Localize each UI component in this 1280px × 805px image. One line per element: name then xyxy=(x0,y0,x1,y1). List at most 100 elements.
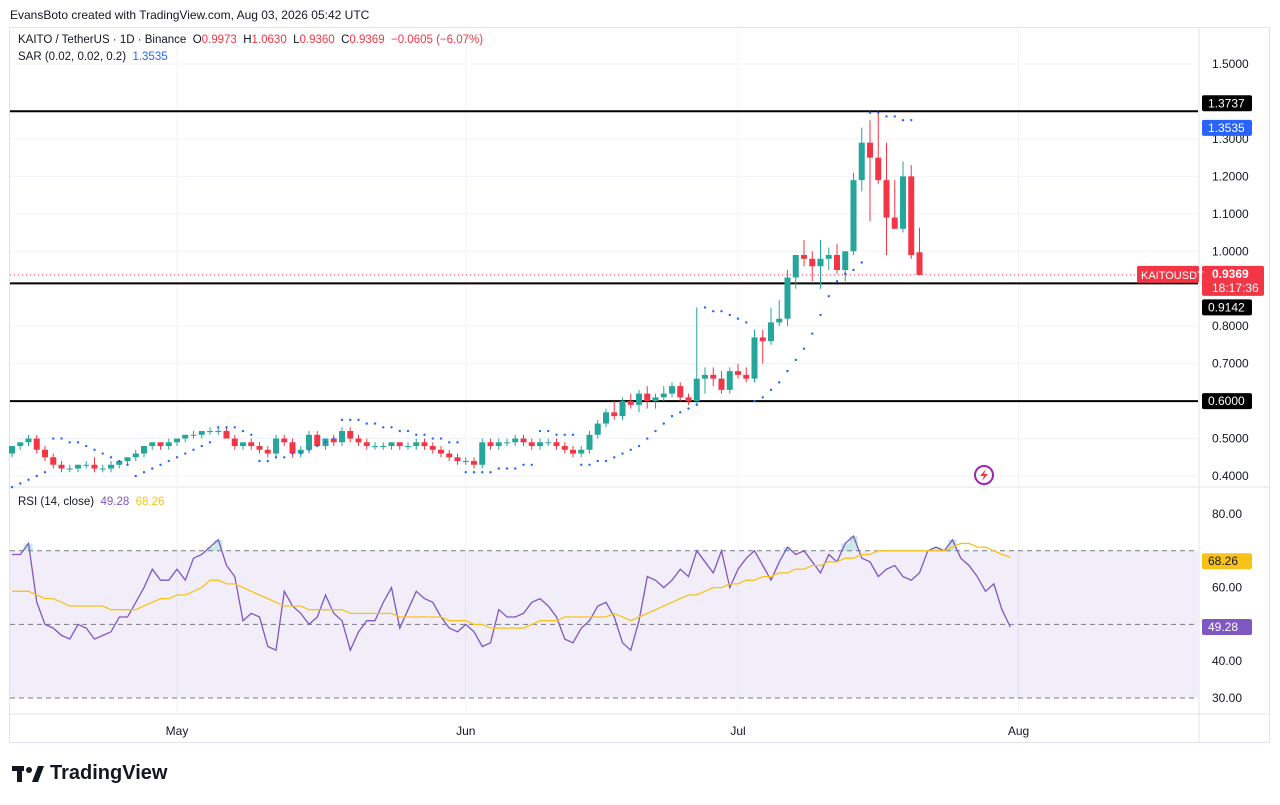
sar-dot xyxy=(85,444,88,448)
sar-dot xyxy=(703,306,707,309)
sar-label: SAR (0.02, 0.02, 0.2) xyxy=(18,51,127,63)
candle-body xyxy=(256,446,263,450)
sar-dot xyxy=(596,459,599,463)
candle-body xyxy=(413,442,420,447)
candle-body xyxy=(58,464,65,469)
rsi-label: RSI (14, close) xyxy=(18,496,95,508)
sar-dot xyxy=(142,471,146,474)
price-tick-label: 1.5000 xyxy=(1212,57,1249,71)
candle-body xyxy=(883,180,890,218)
sar-dot xyxy=(456,441,459,444)
candle-body xyxy=(784,277,791,319)
candle-body xyxy=(33,438,40,450)
candle-body xyxy=(479,442,486,465)
sar-dot xyxy=(497,467,500,470)
candle-body xyxy=(660,393,667,398)
candle-body xyxy=(611,412,618,417)
candle-body xyxy=(306,434,312,450)
legend-high-value: 1.0630 xyxy=(251,34,287,46)
sar-dot xyxy=(250,433,253,436)
sar-dot xyxy=(390,426,393,429)
candle-body xyxy=(759,337,766,342)
sar-dot xyxy=(43,471,47,474)
sar-dot xyxy=(571,433,575,436)
sar-dot xyxy=(233,426,236,429)
chart-frame xyxy=(9,27,1270,743)
sar-dot xyxy=(522,463,525,466)
candle-body xyxy=(215,431,222,433)
candle-body xyxy=(809,258,816,267)
candle-body xyxy=(578,449,585,454)
price-axis-tag-bg xyxy=(1202,119,1252,136)
legend-low-value: 0.9360 xyxy=(299,34,335,46)
sar-dot xyxy=(225,426,228,429)
candle-body xyxy=(776,318,783,323)
candle-body xyxy=(149,442,156,447)
sar-dot xyxy=(637,444,641,448)
candle-body xyxy=(669,386,675,394)
price-tick-label: 0.8000 xyxy=(1212,319,1249,333)
legend-high-label: H xyxy=(243,34,252,46)
tradingview-logo[interactable]: TradingView xyxy=(12,762,167,785)
candle-body xyxy=(875,157,882,181)
candle-body xyxy=(380,446,387,448)
candle-body xyxy=(594,423,601,435)
candle-body xyxy=(17,442,24,447)
sar-dot xyxy=(835,280,839,283)
candle-body xyxy=(42,449,48,458)
price-legend: KAITO / TetherUS · 1D · Binance O0.9973 … xyxy=(18,34,483,46)
sar-dot xyxy=(52,437,55,440)
candle-body xyxy=(702,374,708,379)
candle-body xyxy=(693,378,700,402)
candle-body xyxy=(141,446,147,454)
lightning-bolt-icon xyxy=(980,469,988,481)
price-axis-tag: 0.9142 xyxy=(1208,300,1245,314)
rsi-tick-label: 40.00 xyxy=(1212,654,1242,668)
rsi-ma-value: 68.26 xyxy=(135,496,165,508)
sar-dot xyxy=(580,463,583,466)
candle-body xyxy=(116,461,123,465)
sar-dot xyxy=(802,347,806,350)
sar-value: 1.3535 xyxy=(132,51,168,63)
sar-dot xyxy=(712,310,715,313)
candle-body xyxy=(792,255,799,278)
time-tick-label: May xyxy=(166,724,189,738)
sar-dot xyxy=(340,418,344,422)
sar-dot xyxy=(60,437,63,440)
sar-dot xyxy=(629,448,632,451)
candle-body xyxy=(842,251,849,270)
sar-dot xyxy=(423,433,426,436)
candle-body xyxy=(99,468,106,470)
sar-dot xyxy=(695,403,698,407)
candle-body xyxy=(462,461,469,463)
sar-dot xyxy=(893,115,896,118)
rsi-legend[interactable]: RSI (14, close) 49.28 68.26 xyxy=(18,496,164,508)
sar-dot xyxy=(200,444,203,448)
sar-dot xyxy=(10,486,14,489)
candle-body xyxy=(561,446,568,450)
legend-symbol[interactable]: KAITO / TetherUS · 1D · Binance xyxy=(18,34,187,46)
candle-body xyxy=(66,468,73,470)
tradingview-brand: TradingView xyxy=(50,762,168,784)
candle-body xyxy=(916,252,923,275)
sar-dot xyxy=(167,459,170,463)
candle-body xyxy=(718,378,725,390)
rsi-ma-line xyxy=(12,542,1011,629)
sar-dot xyxy=(563,433,566,436)
sar-legend[interactable]: SAR (0.02, 0.02, 0.2) 1.3535 xyxy=(18,51,168,63)
sar-dot xyxy=(324,441,327,444)
legend-open-value: 0.9973 xyxy=(201,34,237,46)
candle-body xyxy=(454,457,461,462)
sar-dot xyxy=(175,456,179,459)
sar-dot xyxy=(431,437,434,440)
candle-body xyxy=(198,431,205,435)
candle-body xyxy=(372,446,378,448)
ticker-badge-bg xyxy=(1137,265,1199,283)
sar-dot xyxy=(679,411,682,414)
candle-body xyxy=(553,442,560,447)
sar-dot xyxy=(646,437,649,440)
time-tick-label: Aug xyxy=(1008,724,1029,738)
candle-body xyxy=(537,442,543,447)
candle-body xyxy=(520,438,527,443)
